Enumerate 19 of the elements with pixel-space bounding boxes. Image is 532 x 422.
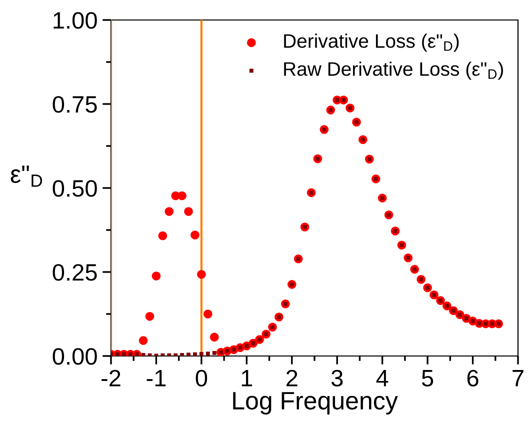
y-tick-label: 0.50 — [52, 180, 97, 197]
x-tick-label: 0 — [196, 370, 208, 387]
x-axis-title: Log Frequency — [233, 392, 398, 415]
y-tick-label: 0.25 — [52, 264, 97, 281]
y-tick-label: 1.00 — [54, 12, 97, 29]
x-tick-label: 5 — [422, 370, 434, 387]
x-tick-label: -1 — [146, 370, 166, 386]
y-tick-label: 0.00 — [52, 348, 97, 365]
y-axis-title: ε"$_{D}$ — [10, 166, 42, 187]
y-tick-label: 0.75 — [52, 96, 97, 113]
x-tick-label: 7 — [512, 370, 524, 386]
x-tick-label: 3 — [331, 370, 343, 387]
x-tick-label: 4 — [376, 370, 388, 386]
legend-label: Raw Derivative Loss (ε"$_{D}$) — [284, 62, 503, 80]
x-tick-label: 2 — [286, 370, 298, 386]
x-tick-label: 1 — [242, 370, 252, 386]
x-tick-label: -2 — [102, 370, 120, 386]
legend-label: Derivative Loss (ε"$_{D}$) — [284, 34, 459, 52]
x-tick-label: 6 — [467, 370, 478, 387]
